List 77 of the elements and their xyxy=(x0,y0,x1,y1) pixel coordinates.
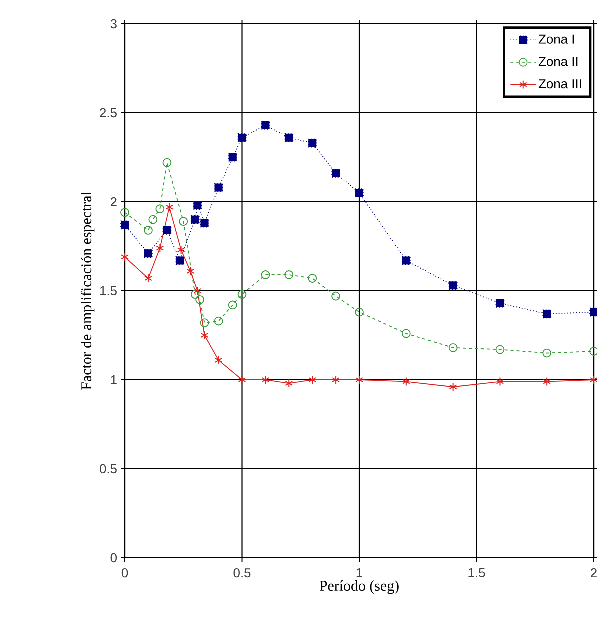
legend-label: Zona I xyxy=(538,34,574,44)
point xyxy=(238,376,246,384)
point xyxy=(179,217,188,226)
y-tick-label: 1 xyxy=(111,376,117,384)
point xyxy=(144,274,152,284)
point xyxy=(261,121,270,130)
point xyxy=(162,158,172,168)
point xyxy=(120,208,130,218)
point xyxy=(228,153,238,162)
point xyxy=(200,318,210,328)
point xyxy=(190,215,200,224)
point xyxy=(261,270,270,280)
point xyxy=(496,299,505,308)
x-tick-label: 1 xyxy=(356,568,362,578)
point xyxy=(228,300,238,310)
point xyxy=(332,292,340,301)
point xyxy=(355,188,364,198)
point xyxy=(284,270,294,280)
point xyxy=(402,377,410,386)
point xyxy=(542,348,552,358)
point xyxy=(543,377,552,386)
point xyxy=(156,204,165,214)
point xyxy=(144,249,153,258)
y-tick-label: 2 xyxy=(110,197,117,207)
point xyxy=(190,290,200,299)
point xyxy=(402,256,411,266)
point xyxy=(332,169,340,178)
point xyxy=(285,379,294,388)
point xyxy=(156,244,164,253)
point xyxy=(214,183,224,192)
point xyxy=(166,202,174,212)
x-tick-label: 1.5 xyxy=(468,568,486,578)
point xyxy=(262,376,270,384)
point xyxy=(590,376,597,384)
point xyxy=(196,295,204,304)
point xyxy=(176,256,185,266)
legend-label: Zona III xyxy=(538,80,582,89)
y-tick-label: 3 xyxy=(110,19,117,29)
point xyxy=(177,246,186,255)
point xyxy=(121,252,129,262)
y-tick-label: 2.5 xyxy=(100,108,117,118)
point xyxy=(448,281,458,290)
point xyxy=(332,376,340,384)
point xyxy=(402,329,411,338)
x-tick-label: 2 xyxy=(591,568,597,578)
point xyxy=(193,201,202,210)
point xyxy=(144,226,153,235)
point xyxy=(355,308,364,317)
point xyxy=(214,356,223,365)
x-axis-title: Período (seg) xyxy=(320,580,399,594)
point xyxy=(496,377,504,386)
point xyxy=(449,382,458,392)
point xyxy=(356,376,364,384)
point xyxy=(186,266,195,276)
point xyxy=(194,286,202,296)
point xyxy=(200,331,209,340)
legend-label: Zona II xyxy=(538,57,578,66)
y-tick-label: 0.5 xyxy=(100,464,117,474)
point xyxy=(308,274,318,283)
point xyxy=(496,345,505,354)
point xyxy=(214,316,224,326)
x-tick-label: 0.5 xyxy=(234,568,251,578)
point xyxy=(238,290,247,299)
y-tick-label: 1.5 xyxy=(100,286,117,296)
y-tick-label: 0 xyxy=(110,553,117,563)
point xyxy=(162,226,172,235)
point xyxy=(308,138,318,148)
point xyxy=(308,376,317,384)
x-tick-label: 0 xyxy=(122,568,128,578)
point xyxy=(120,220,130,230)
point xyxy=(148,215,158,224)
point xyxy=(238,133,247,142)
point xyxy=(284,133,294,142)
point xyxy=(200,218,210,228)
y-axis-title: Factor de amplificación espectral xyxy=(80,192,95,390)
point xyxy=(448,344,458,352)
point xyxy=(542,310,552,319)
